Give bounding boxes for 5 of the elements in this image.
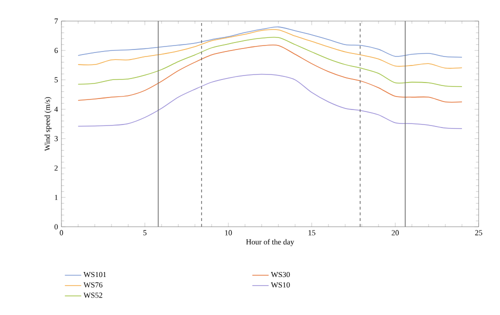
- line-series: [78, 74, 462, 130]
- line-series: [78, 36, 462, 88]
- line-series: [78, 26, 462, 58]
- line-series: [78, 44, 462, 103]
- line-series: [78, 29, 462, 69]
